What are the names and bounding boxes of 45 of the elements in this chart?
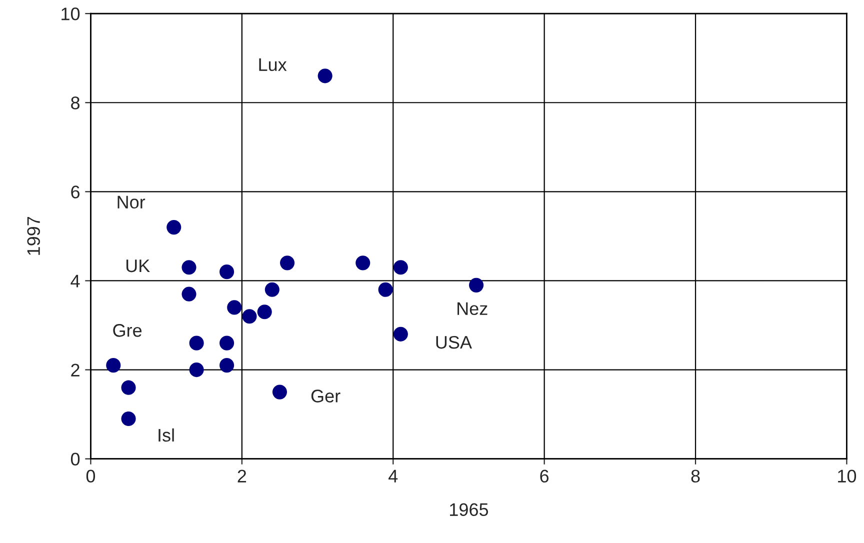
- point: [189, 336, 204, 350]
- x-tick-label: 10: [838, 470, 856, 483]
- point: [121, 380, 136, 395]
- point: [220, 358, 234, 373]
- annotation: USA: [436, 336, 472, 349]
- point: [468, 278, 484, 292]
- point: [106, 358, 121, 373]
- y-tick-label: 0: [70, 452, 80, 466]
- point: [242, 309, 257, 324]
- point: [182, 260, 196, 275]
- point: [356, 256, 370, 270]
- point: [166, 220, 182, 235]
- point: [182, 286, 196, 302]
- point: [227, 300, 242, 315]
- annotation: Lux: [259, 58, 287, 72]
- point: [257, 304, 272, 320]
- annotation: Nez: [458, 302, 488, 316]
- annotation: Ger: [311, 390, 340, 402]
- x-axis-title: 1965: [450, 503, 488, 516]
- point: [264, 282, 280, 297]
- point: [189, 362, 204, 378]
- point: [393, 326, 408, 342]
- x-tick-label: 4: [388, 470, 398, 482]
- y-tick-label: 8: [71, 96, 80, 110]
- point: [378, 282, 393, 297]
- point: [121, 411, 136, 426]
- x-tick-label: 0: [86, 470, 96, 483]
- annotation: Isl: [158, 428, 174, 442]
- point: [393, 260, 408, 275]
- point: [272, 384, 288, 400]
- point: [280, 256, 295, 270]
- x-tick-label: 2: [238, 470, 246, 482]
- point: [318, 68, 332, 84]
- y-axis-title: 1997: [27, 217, 40, 255]
- y-tick-label: 2: [71, 364, 80, 376]
- annotation: UK: [126, 260, 150, 272]
- annotation: Nor: [118, 196, 146, 209]
- y-tick-label: 4: [70, 274, 80, 288]
- y-tick-label: 10: [62, 8, 80, 20]
- point: [220, 336, 234, 350]
- y-tick-label: 6: [71, 186, 80, 198]
- annotation: Gre: [113, 324, 142, 337]
- x-tick-label: 8: [691, 470, 700, 483]
- x-tick-label: 6: [540, 470, 549, 483]
- point: [220, 264, 234, 280]
